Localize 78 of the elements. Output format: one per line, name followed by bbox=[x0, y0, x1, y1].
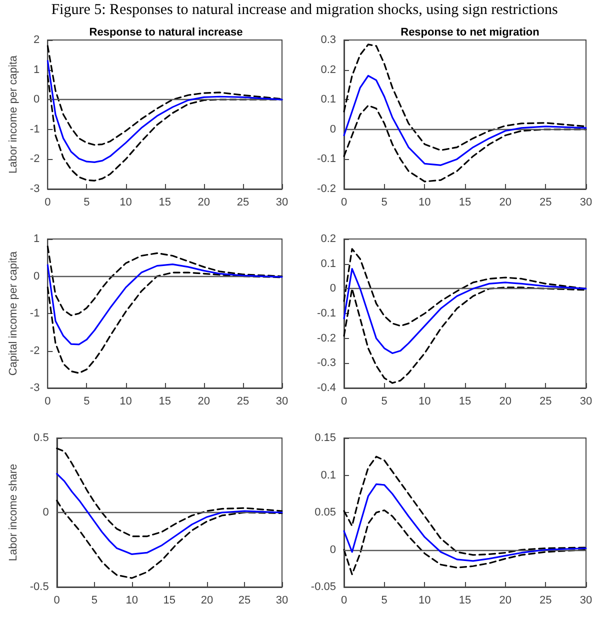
x-tick-label: 20 bbox=[198, 396, 210, 408]
x-tick-label: 25 bbox=[236, 196, 250, 208]
x-tick-label: 15 bbox=[163, 594, 176, 606]
x-tick-label: 20 bbox=[499, 196, 512, 208]
y-tick-label: 0.1 bbox=[320, 94, 336, 106]
x-tick-label: 15 bbox=[158, 396, 171, 408]
y-tick-label: -0.3 bbox=[317, 357, 336, 370]
x-tick-label: 0 bbox=[340, 594, 348, 606]
x-tick-label: 10 bbox=[418, 196, 431, 208]
y-tick-label: 0.3 bbox=[320, 34, 336, 46]
x-tick-label: 30 bbox=[580, 196, 592, 208]
x-tick-label: 25 bbox=[540, 196, 552, 208]
y-tick-label: -1 bbox=[30, 308, 40, 320]
x-tick-label: 15 bbox=[458, 196, 472, 208]
y-tick-label: 0.05 bbox=[314, 506, 336, 518]
y-axis-title: Labor income per capita bbox=[8, 54, 20, 174]
y-tick-label: 0.2 bbox=[320, 233, 336, 245]
x-tick-label: 5 bbox=[84, 196, 90, 208]
x-tick-label: 25 bbox=[540, 594, 552, 606]
chart-title: Response to net migration bbox=[400, 26, 540, 38]
x-tick-label: 30 bbox=[580, 396, 592, 408]
y-tick-label: 0 bbox=[42, 506, 49, 518]
x-tick-label: 10 bbox=[418, 594, 431, 606]
y-tick-label: 0.1 bbox=[320, 258, 336, 270]
y-tick-label: 0.1 bbox=[320, 469, 336, 482]
x-tick-label: 10 bbox=[120, 196, 132, 208]
y-tick-label: 0.2 bbox=[320, 64, 336, 76]
y-tick-label: 0 bbox=[330, 123, 336, 136]
x-tick-label: 0 bbox=[340, 196, 348, 208]
x-tick-label: 15 bbox=[458, 594, 472, 606]
y-tick-label: -0.1 bbox=[317, 153, 336, 166]
y-tick-label: -0.2 bbox=[317, 332, 336, 344]
y-tick-label: 0 bbox=[34, 270, 40, 282]
x-tick-label: 10 bbox=[126, 594, 138, 606]
caption: Figure 5: Responses to natural increase and migration shocks, using sign restrictions bbox=[50, 2, 559, 19]
x-tick-label: 25 bbox=[236, 396, 250, 408]
x-tick-label: 5 bbox=[381, 196, 388, 208]
chart-title: Response to natural increase bbox=[89, 26, 243, 38]
y-tick-label: 0.15 bbox=[314, 432, 336, 444]
x-tick-label: 30 bbox=[276, 196, 288, 208]
y-tick-label: 1 bbox=[34, 64, 40, 76]
y-tick-label: -3 bbox=[30, 382, 40, 394]
y-tick-label: 0.5 bbox=[34, 432, 49, 444]
x-tick-label: 5 bbox=[381, 396, 388, 408]
y-tick-label: -0.2 bbox=[317, 183, 336, 195]
x-tick-label: 20 bbox=[200, 594, 214, 606]
y-tick-label: -0.1 bbox=[317, 308, 336, 320]
x-tick-label: 5 bbox=[84, 396, 90, 408]
x-tick-label: 5 bbox=[91, 594, 98, 606]
y-tick-label: 0 bbox=[34, 94, 40, 106]
y-tick-label: 2 bbox=[34, 34, 40, 46]
y-tick-label: 1 bbox=[34, 233, 40, 245]
y-axis-title: Labor income share bbox=[8, 464, 20, 562]
x-tick-label: 5 bbox=[381, 594, 388, 606]
x-tick-label: 30 bbox=[276, 594, 288, 606]
y-axis-title: Capital income per capita bbox=[8, 250, 20, 376]
y-tick-label: -2 bbox=[30, 344, 40, 357]
y-tick-label: -2 bbox=[30, 153, 40, 166]
x-tick-label: 0 bbox=[340, 396, 348, 408]
x-tick-label: 10 bbox=[418, 396, 431, 408]
y-tick-label: 0 bbox=[330, 544, 336, 556]
x-tick-label: 10 bbox=[120, 396, 132, 408]
x-tick-label: 20 bbox=[499, 594, 512, 606]
y-tick-label: -0.5 bbox=[30, 581, 49, 593]
x-tick-label: 0 bbox=[54, 594, 60, 606]
y-tick-label: -0.4 bbox=[317, 382, 336, 394]
y-tick-label: -0.05 bbox=[310, 581, 336, 593]
x-tick-label: 20 bbox=[499, 396, 512, 408]
y-tick-label: 0 bbox=[330, 282, 336, 295]
x-tick-label: 30 bbox=[580, 594, 592, 606]
x-tick-label: 15 bbox=[158, 196, 171, 208]
x-tick-label: 30 bbox=[276, 396, 288, 408]
y-tick-label: -3 bbox=[30, 183, 40, 195]
x-tick-label: 25 bbox=[238, 594, 251, 606]
x-tick-label: 20 bbox=[198, 196, 210, 208]
y-tick-label: -1 bbox=[30, 123, 40, 136]
x-tick-label: 25 bbox=[540, 396, 552, 408]
x-tick-label: 15 bbox=[458, 396, 472, 408]
